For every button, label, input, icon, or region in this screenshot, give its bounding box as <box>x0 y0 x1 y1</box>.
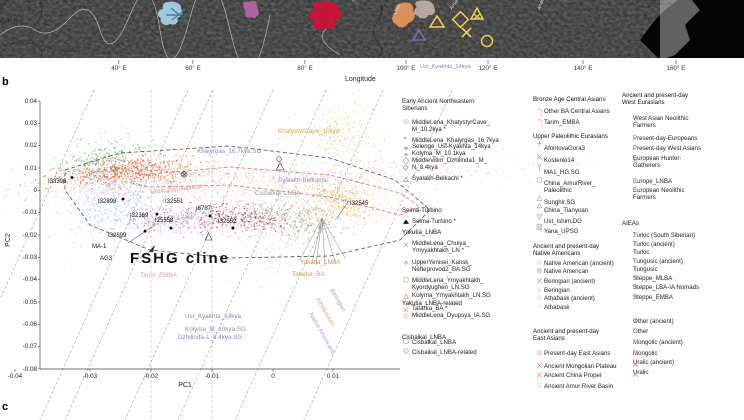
svg-text:0.04: 0.04 <box>25 98 38 105</box>
svg-text:-0.01: -0.01 <box>205 373 220 380</box>
svg-text:PC1: PC1 <box>178 382 192 389</box>
svg-text:Syalakh-Belkachi: Syalakh-Belkachi <box>278 177 326 184</box>
svg-text:Tarim_EMBA: Tarim_EMBA <box>140 272 177 279</box>
svg-text:-0.05: -0.05 <box>23 299 38 306</box>
svg-text:Tatarka_BA: Tatarka_BA <box>292 271 325 278</box>
svg-text:Yakutia_LNBA: Yakutia_LNBA <box>300 259 341 266</box>
svg-text:0.01: 0.01 <box>327 373 340 380</box>
svg-text:c: c <box>2 401 8 413</box>
svg-text:MA-1: MA-1 <box>92 244 107 250</box>
svg-text:Cisbaikal_LNBA: Cisbaikal_LNBA <box>255 190 301 197</box>
svg-text:b: b <box>2 76 9 88</box>
svg-text:I32899: I32899 <box>108 233 127 239</box>
svg-text:-0.06: -0.06 <box>23 321 38 328</box>
svg-text:0: 0 <box>271 373 275 380</box>
svg-text:-0.02: -0.02 <box>23 232 38 239</box>
svg-text:FSHG cline: FSHG cline <box>130 250 230 267</box>
svg-text:Ust_Kyakhta_14kya: Ust_Kyakhta_14kya <box>185 313 242 320</box>
svg-text:0: 0 <box>33 187 37 194</box>
svg-text:-0.04: -0.04 <box>23 276 38 283</box>
svg-text:-0.03: -0.03 <box>83 373 98 380</box>
svg-text:I32552: I32552 <box>218 219 237 225</box>
svg-text:Kolyma_M_10kya.SG: Kolyma_M_10kya.SG <box>185 326 246 333</box>
svg-text:Khaiyrgas_16.7kya.SG: Khaiyrgas_16.7kya.SG <box>197 148 262 155</box>
svg-text:I32369: I32369 <box>130 213 149 219</box>
svg-text:I25558: I25558 <box>155 218 174 224</box>
svg-text:-0.07: -0.07 <box>23 343 38 350</box>
svg-text:-0.08: -0.08 <box>23 366 38 373</box>
svg-text:-0.04: -0.04 <box>8 373 23 380</box>
svg-text:I32545: I32545 <box>350 201 369 207</box>
svg-text:I33396: I33396 <box>48 179 67 185</box>
svg-text:I32898: I32898 <box>98 199 117 205</box>
svg-text:0.01: 0.01 <box>25 165 38 172</box>
svg-text:KhatystyrCave_10kya: KhatystyrCave_10kya <box>278 128 340 135</box>
svg-text:-0.01: -0.01 <box>23 209 38 216</box>
svg-text:AG3: AG3 <box>100 256 113 262</box>
svg-text:Uralic populations: Uralic populations <box>150 183 201 195</box>
svg-text:0.02: 0.02 <box>25 142 38 149</box>
svg-text:I32551: I32551 <box>165 199 184 205</box>
svg-text:I6787: I6787 <box>196 206 212 212</box>
svg-text:Beringian: Beringian <box>328 288 346 313</box>
svg-text:0.03: 0.03 <box>25 120 38 127</box>
svg-text:-0.02: -0.02 <box>144 373 159 380</box>
svg-text:Dzhilinda-1_8.4kya.SG: Dzhilinda-1_8.4kya.SG <box>178 334 243 341</box>
svg-text:PC2: PC2 <box>5 233 12 247</box>
svg-text:-0.03: -0.03 <box>23 254 38 261</box>
